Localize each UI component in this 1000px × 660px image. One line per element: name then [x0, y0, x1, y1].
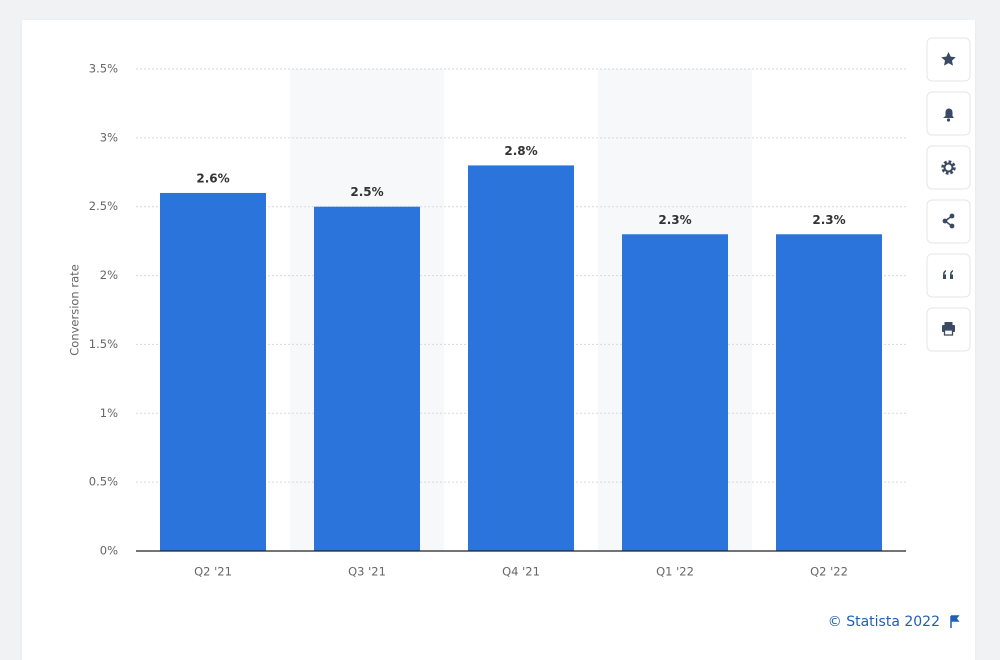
y-tick-label: 0%: [100, 544, 118, 558]
y-tick-label: 1.5%: [89, 337, 118, 351]
bar: [776, 234, 882, 551]
x-tick-label: Q3 '21: [348, 565, 386, 579]
print-button[interactable]: [926, 307, 971, 352]
flag-icon[interactable]: [950, 615, 960, 628]
value-label: 2.3%: [658, 213, 691, 227]
y-tick-label: 3%: [100, 130, 118, 144]
x-tick-label: Q2 '22: [810, 565, 848, 579]
value-label: 2.6%: [196, 171, 229, 185]
y-tick-label: 1%: [100, 406, 118, 420]
value-label: 2.8%: [504, 144, 537, 158]
y-tick-label: 2.5%: [89, 199, 118, 213]
bar: [160, 192, 266, 551]
share-button[interactable]: [926, 199, 971, 244]
bar: [314, 206, 420, 551]
y-tick-label: 0.5%: [89, 475, 118, 489]
y-tick-label: 2%: [100, 268, 118, 282]
chart: Conversion rate © St: [68, 37, 971, 630]
favorite-button[interactable]: [926, 37, 971, 82]
notification-button[interactable]: [926, 91, 971, 136]
bar: [468, 165, 574, 551]
x-tick-label: Q2 '21: [194, 565, 232, 579]
credit[interactable]: © Statista 2022: [828, 614, 940, 630]
y-axis-title: Conversion rate: [68, 264, 82, 356]
value-label: 2.5%: [350, 185, 383, 199]
value-label: 2.3%: [812, 213, 845, 227]
y-tick-label: 3.5%: [89, 62, 118, 76]
x-tick-label: Q1 '22: [656, 565, 694, 579]
toolbar: [926, 37, 971, 352]
page: Conversion rate © St: [22, 20, 975, 660]
cite-button[interactable]: [926, 253, 971, 298]
x-tick-label: Q4 '21: [502, 565, 540, 579]
bar: [622, 234, 728, 551]
settings-button[interactable]: [926, 145, 971, 190]
